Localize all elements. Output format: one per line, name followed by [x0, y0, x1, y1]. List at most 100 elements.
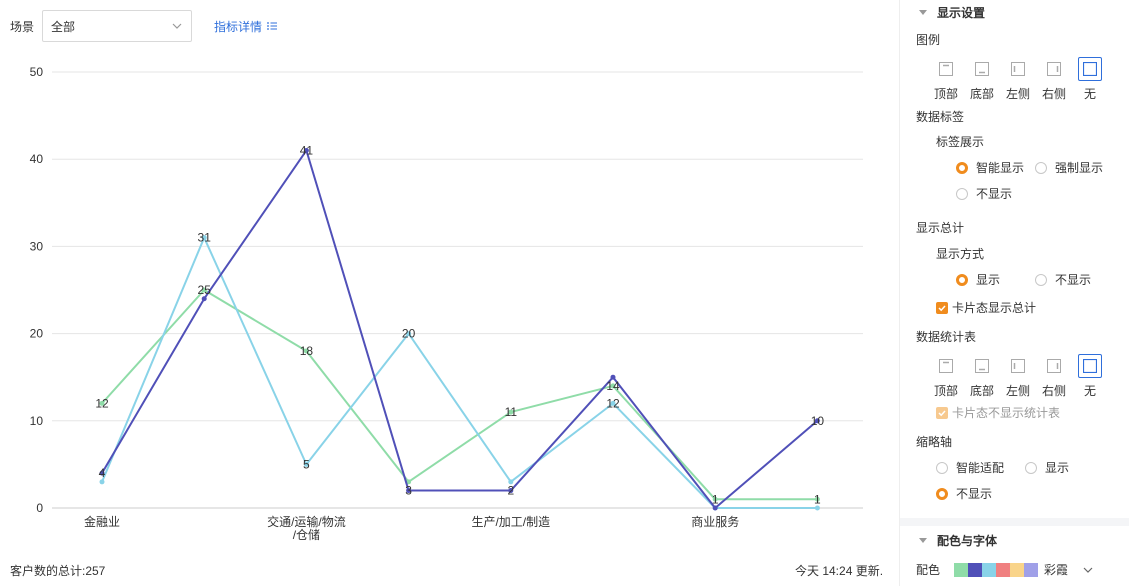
legend-option-right[interactable]: 右侧: [1042, 57, 1066, 102]
data-point: [814, 418, 820, 424]
stat-option-bottom-label: 底部: [970, 384, 995, 398]
data-label: 12: [95, 396, 109, 410]
card-show-total-label: 卡片态显示总计: [952, 301, 1037, 315]
layout-none-icon: [1083, 359, 1097, 373]
palette-swatch: [1024, 562, 1039, 577]
radio-dot: [956, 273, 968, 286]
data-label: 2: [507, 484, 514, 498]
data-point: [201, 296, 207, 302]
stat-option-none-label: 无: [1083, 384, 1096, 398]
legend-option-right-label: 右侧: [1042, 87, 1067, 101]
stat-option-none[interactable]: 无: [1078, 354, 1102, 399]
radio-smart-display-label: 智能显示: [976, 161, 1025, 175]
stat-option-right[interactable]: 右侧: [1042, 354, 1066, 399]
data-point: [406, 331, 412, 337]
layout-top-icon: [939, 62, 953, 76]
display-settings-header[interactable]: 显示设置: [900, 4, 1129, 20]
data-label: 11: [505, 405, 518, 419]
radio-smart-fit[interactable]: 智能适配: [936, 459, 1004, 476]
legend-option-none-label: 无: [1083, 87, 1096, 101]
stat-option-top-label: 顶部: [934, 384, 959, 398]
x-tick-label: 生产/加工/制造: [471, 515, 550, 529]
display-settings-title: 显示设置: [937, 5, 986, 20]
filter-row: 场景 全部 指标详情: [10, 10, 278, 42]
data-label: 18: [300, 344, 314, 358]
layout-bottom-icon: [975, 62, 989, 76]
data-label-title: 数据标签: [916, 110, 965, 124]
data-label: 20: [402, 327, 416, 341]
scene-select[interactable]: 全部: [42, 10, 193, 42]
series-line: [101, 149, 819, 509]
data-label: 3: [405, 484, 412, 498]
data-point: [610, 374, 616, 380]
palette-swatch: [1010, 562, 1025, 577]
radio-dot: [1035, 161, 1047, 174]
color-font-title: 配色与字体: [937, 533, 998, 548]
legend-option-bottom[interactable]: 底部: [970, 57, 994, 102]
data-label: 5: [303, 457, 310, 471]
data-label: 1: [814, 492, 821, 506]
radio-dot: [1035, 273, 1047, 286]
y-tick-label: 30: [30, 239, 44, 253]
metric-details-label: 指标详情: [214, 19, 263, 34]
card-hide-stat-checkbox[interactable]: 卡片态不显示统计表: [936, 404, 1060, 421]
radio-show-axis-label: 显示: [1045, 461, 1070, 475]
total-summary: 客户数的总计:257: [10, 564, 106, 578]
stat-option-bottom[interactable]: 底部: [970, 354, 994, 399]
radio-dot: [936, 461, 948, 474]
data-point: [303, 147, 309, 153]
y-tick-label: 20: [30, 327, 44, 341]
settings-panel: 显示设置 图例 顶部 底部 左侧 右侧 无 数据标签 标签展示 智能显示 强制显…: [899, 0, 1129, 586]
x-tick-label: /仓储: [293, 527, 320, 542]
layout-left-icon: [1011, 62, 1025, 76]
radio-dot: [956, 161, 968, 174]
data-point: [814, 505, 820, 511]
chevron-down-icon: [172, 23, 182, 29]
stat-option-right-label: 右侧: [1042, 384, 1067, 398]
collapse-triangle-icon: [919, 537, 927, 543]
y-tick-label: 10: [30, 414, 44, 428]
radio-hide-label-label: 不显示: [976, 187, 1013, 201]
legend-option-left-label: 左侧: [1006, 87, 1031, 101]
chart-area: 场景 全部 指标详情 0 10 20 30 40 50 金融业 交通/运输/物流/仓储 生产/加…: [10, 10, 883, 578]
radio-smart-fit-label: 智能适配: [956, 461, 1005, 475]
legend-option-top[interactable]: 顶部: [934, 57, 958, 102]
metric-details-link[interactable]: 指标详情: [214, 18, 278, 35]
scene-label: 场景: [10, 19, 35, 34]
data-point: [99, 400, 105, 406]
stat-option-left[interactable]: 左侧: [1006, 354, 1030, 399]
legend-option-none[interactable]: 无: [1078, 57, 1102, 102]
palette-name: 彩霞: [1044, 563, 1069, 577]
legend-option-top-label: 顶部: [934, 87, 959, 101]
list-icon: [267, 22, 278, 30]
palette-swatch: [968, 562, 983, 577]
data-point: [508, 488, 514, 494]
card-hide-stat-label: 卡片态不显示统计表: [952, 406, 1061, 420]
palette-swatches: [954, 562, 1039, 577]
radio-hide-total[interactable]: 不显示: [1035, 271, 1091, 288]
legend-option-left[interactable]: 左侧: [1006, 57, 1030, 102]
thumbnail-axis-title: 缩略轴: [916, 435, 953, 449]
y-tick-label: 40: [30, 152, 44, 166]
radio-show-total[interactable]: 显示: [956, 271, 1000, 288]
palette-label: 配色: [916, 563, 941, 577]
data-point: [610, 383, 616, 389]
stat-option-top[interactable]: 顶部: [934, 354, 958, 399]
radio-force-display[interactable]: 强制显示: [1035, 159, 1103, 176]
radio-smart-display[interactable]: 智能显示: [956, 159, 1024, 176]
data-point: [406, 488, 412, 494]
card-show-total-checkbox[interactable]: 卡片态显示总计: [936, 299, 1036, 316]
layout-top-icon: [939, 359, 953, 373]
stat-option-left-label: 左侧: [1006, 384, 1031, 398]
color-font-header[interactable]: 配色与字体: [900, 532, 1129, 548]
data-point: [712, 496, 718, 502]
palette-select[interactable]: 配色 彩霞: [916, 561, 1129, 578]
radio-hide-axis[interactable]: 不显示: [936, 485, 992, 502]
chevron-down-icon: [1083, 567, 1093, 573]
section-divider: [900, 518, 1129, 526]
data-label: 41: [300, 143, 314, 157]
radio-show-axis[interactable]: 显示: [1025, 459, 1069, 476]
radio-hide-label[interactable]: 不显示: [956, 185, 1012, 202]
data-point: [610, 400, 616, 406]
